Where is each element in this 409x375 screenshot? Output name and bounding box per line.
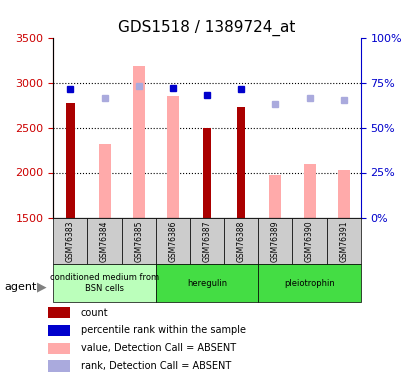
- FancyBboxPatch shape: [121, 217, 155, 264]
- Text: agent: agent: [4, 282, 36, 292]
- Bar: [269, 175, 281, 217]
- Text: percentile rank within the sample: percentile rank within the sample: [81, 326, 245, 336]
- Bar: [48, 325, 70, 336]
- Text: GSM76386: GSM76386: [168, 220, 177, 262]
- Bar: [48, 343, 70, 354]
- Text: heregulin: heregulin: [187, 279, 227, 288]
- Text: GSM76385: GSM76385: [134, 220, 143, 262]
- Text: GSM76391: GSM76391: [338, 220, 347, 262]
- Bar: [133, 66, 144, 218]
- Text: count: count: [81, 308, 108, 318]
- Bar: [48, 360, 70, 372]
- Text: GSM76389: GSM76389: [270, 220, 279, 262]
- FancyBboxPatch shape: [292, 217, 326, 264]
- FancyBboxPatch shape: [326, 217, 360, 264]
- Bar: [236, 107, 245, 218]
- Text: ▶: ▶: [37, 280, 46, 293]
- Text: conditioned medium from
BSN cells: conditioned medium from BSN cells: [50, 273, 159, 293]
- Bar: [166, 96, 178, 218]
- FancyBboxPatch shape: [224, 217, 258, 264]
- Bar: [48, 307, 70, 318]
- FancyBboxPatch shape: [155, 264, 258, 302]
- FancyBboxPatch shape: [189, 217, 224, 264]
- Bar: [98, 144, 110, 218]
- FancyBboxPatch shape: [53, 217, 87, 264]
- FancyBboxPatch shape: [258, 264, 360, 302]
- Bar: [66, 103, 74, 218]
- Text: value, Detection Call = ABSENT: value, Detection Call = ABSENT: [81, 343, 235, 353]
- Text: GSM76388: GSM76388: [236, 220, 245, 262]
- Bar: [202, 128, 211, 217]
- FancyBboxPatch shape: [87, 217, 121, 264]
- Text: GSM76383: GSM76383: [66, 220, 75, 262]
- Text: GSM76387: GSM76387: [202, 220, 211, 262]
- Text: GSM76390: GSM76390: [304, 220, 313, 262]
- Bar: [337, 170, 349, 217]
- Bar: [303, 164, 315, 218]
- FancyBboxPatch shape: [155, 217, 189, 264]
- Title: GDS1518 / 1389724_at: GDS1518 / 1389724_at: [118, 20, 295, 36]
- Text: pleiotrophin: pleiotrophin: [283, 279, 334, 288]
- Text: GSM76384: GSM76384: [100, 220, 109, 262]
- FancyBboxPatch shape: [258, 217, 292, 264]
- FancyBboxPatch shape: [53, 264, 155, 302]
- Text: rank, Detection Call = ABSENT: rank, Detection Call = ABSENT: [81, 361, 230, 371]
